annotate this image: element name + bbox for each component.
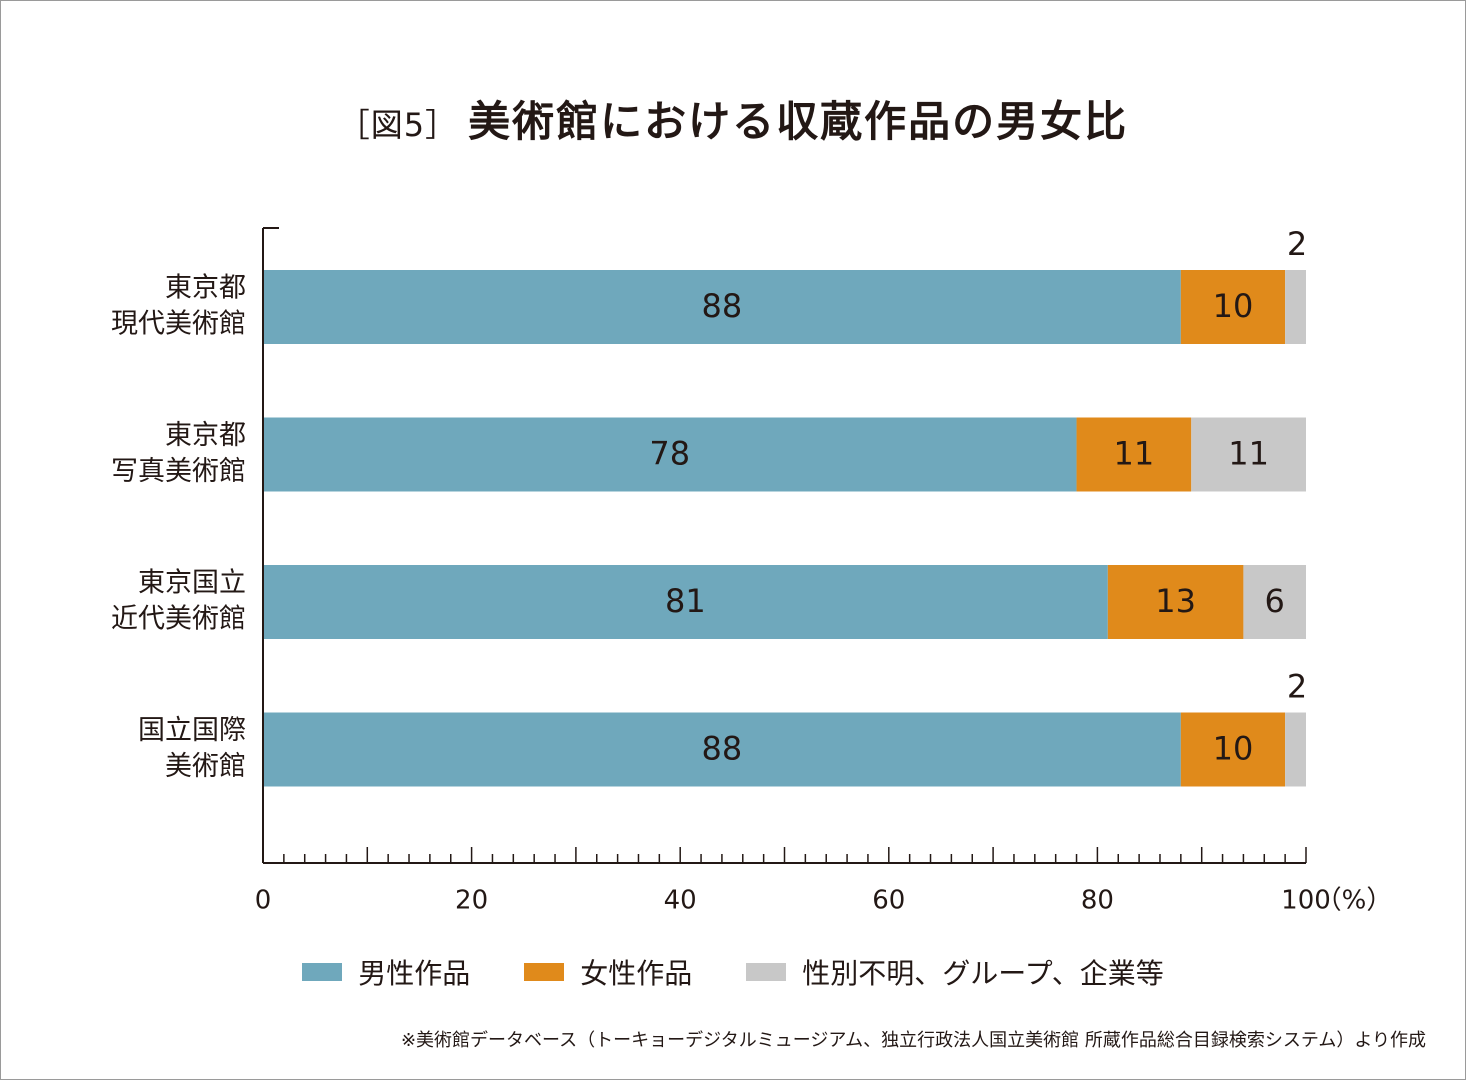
bar-segment-2-1 xyxy=(1107,565,1244,639)
data-label-1-1: 11 xyxy=(1114,435,1155,473)
legend-label-male: 男性作品 xyxy=(358,957,471,990)
category-label-0-line2: 現代美術館 xyxy=(111,309,246,340)
legend: 男性作品 女性作品 性別不明、グループ、企業等 xyxy=(0,952,1466,992)
x-tick-label-20: 20 xyxy=(455,886,488,916)
legend-swatch-male xyxy=(302,963,343,981)
legend-item-male: 男性作品 xyxy=(302,952,470,992)
x-tick-label-40: 40 xyxy=(664,886,697,916)
data-label-1-2: 11 xyxy=(1228,435,1269,473)
x-tick-label-80: 80 xyxy=(1081,886,1114,916)
bar-segment-3-2 xyxy=(1285,712,1306,787)
data-label-3-2: 2 xyxy=(1287,668,1307,706)
x-tick-label-60: 60 xyxy=(872,886,905,916)
bar-segment-3-0 xyxy=(263,712,1181,787)
category-label-2-line2: 近代美術館 xyxy=(111,604,246,635)
bar-segment-0-0 xyxy=(263,270,1181,344)
category-label-3-line2: 美術館 xyxy=(165,751,246,782)
legend-label-female: 女性作品 xyxy=(580,957,693,990)
bar-segment-3-1 xyxy=(1180,712,1286,787)
data-label-3-1: 10 xyxy=(1213,730,1254,768)
data-label-2-1: 13 xyxy=(1155,582,1196,620)
x-unit-label: （%） xyxy=(1316,886,1393,916)
bar-segment-0-1 xyxy=(1180,270,1286,344)
category-label-1-line2: 写真美術館 xyxy=(111,456,246,487)
legend-swatch-unknown xyxy=(746,963,787,981)
bar-segment-2-0 xyxy=(263,565,1108,639)
legend-label-unknown: 性別不明、グループ、企業等 xyxy=(802,957,1164,990)
category-label-0-line1: 東京都 xyxy=(165,273,246,304)
legend-item-female: 女性作品 xyxy=(524,952,692,992)
data-label-3-0: 88 xyxy=(702,730,743,768)
data-label-0-1: 10 xyxy=(1213,287,1254,325)
category-label-1-line1: 東京都 xyxy=(165,420,246,451)
bar-segment-1-0 xyxy=(263,417,1077,492)
bar-segment-2-2 xyxy=(1243,565,1306,639)
data-label-0-2: 2 xyxy=(1287,225,1307,263)
source-note: ※美術館データベース（トーキョーデジタルミュージアム、独立行政法人国立美術館 所… xyxy=(400,1030,1426,1051)
data-label-2-2: 6 xyxy=(1265,582,1285,620)
chart-title: ［図5］ 美術館における収蔵作品の男女比 xyxy=(0,88,1466,149)
data-label-0-0: 88 xyxy=(702,287,743,325)
title-text: 美術館における収蔵作品の男女比 xyxy=(468,97,1129,146)
bar-segment-0-2 xyxy=(1285,270,1306,344)
bar-segment-1-1 xyxy=(1076,417,1192,492)
figure-label: ［図5］ xyxy=(337,106,459,144)
x-tick-label-0: 0 xyxy=(255,886,272,916)
legend-item-unknown: 性別不明、グループ、企業等 xyxy=(746,952,1164,992)
category-label-3-line1: 国立国際 xyxy=(138,715,246,746)
data-label-1-0: 78 xyxy=(649,435,690,473)
bar-segment-1-2 xyxy=(1191,417,1306,492)
x-tick-label-100: 100 xyxy=(1281,886,1331,916)
category-label-2-line1: 東京国立 xyxy=(138,568,246,599)
legend-swatch-female xyxy=(524,963,565,981)
data-label-2-0: 81 xyxy=(665,582,706,620)
